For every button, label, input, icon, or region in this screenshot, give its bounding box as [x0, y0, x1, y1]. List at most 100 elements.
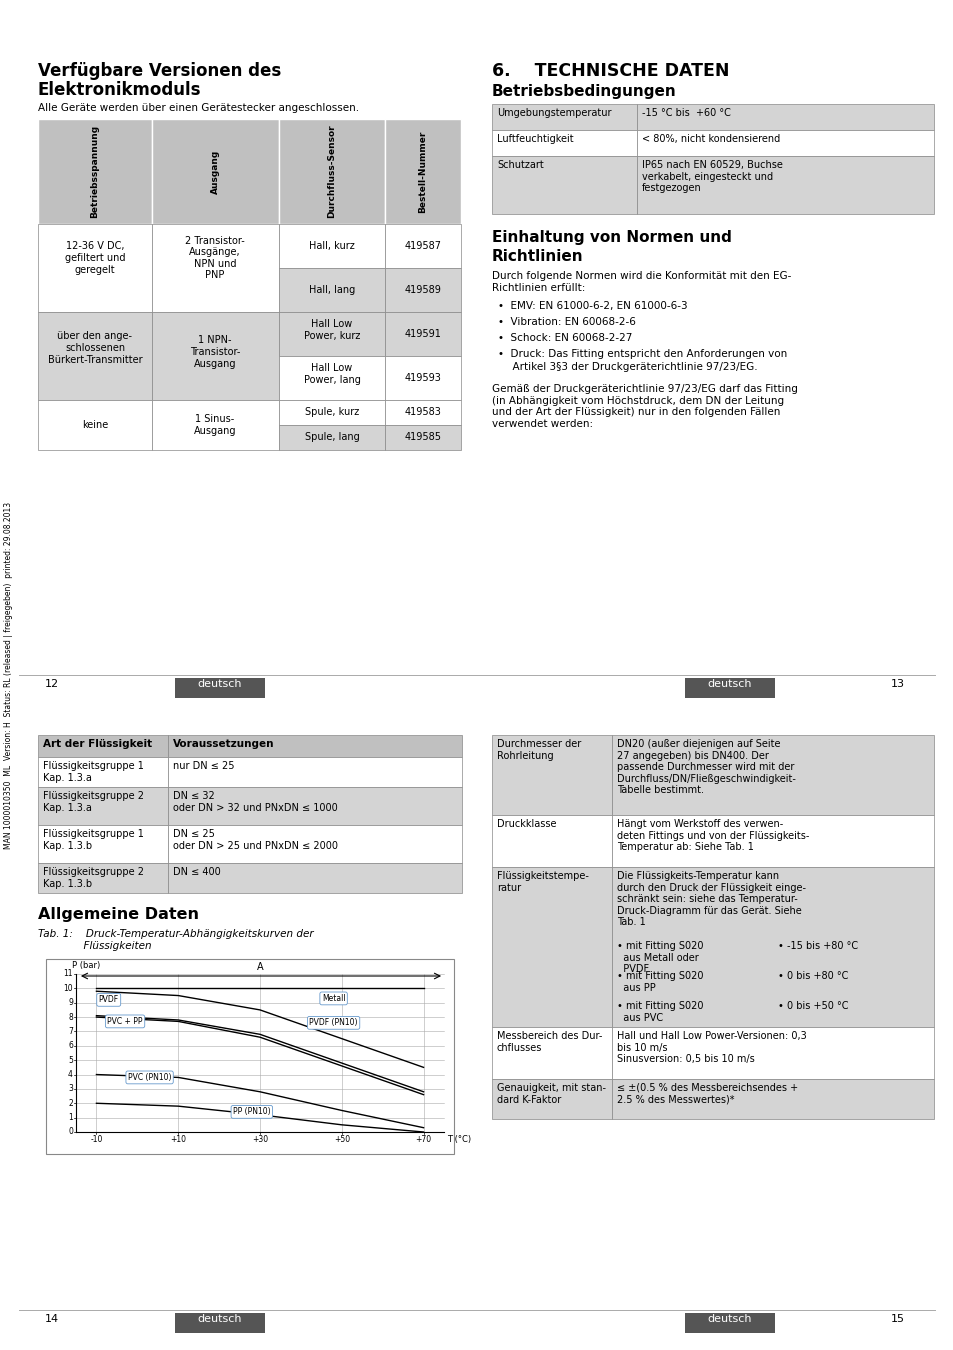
Text: 419593: 419593	[404, 373, 441, 383]
Text: Art der Flüssigkeit: Art der Flüssigkeit	[43, 738, 152, 749]
Bar	[168, 757, 461, 787]
Bar	[492, 157, 637, 215]
Bar	[152, 312, 278, 400]
Bar	[38, 734, 168, 757]
Text: keine: keine	[82, 420, 108, 431]
Bar	[38, 400, 152, 450]
Text: 2 Transistor-
Ausgänge,
NPN und
PNP: 2 Transistor- Ausgänge, NPN und PNP	[185, 236, 245, 281]
Text: Richtlinien: Richtlinien	[492, 248, 583, 265]
Bar	[612, 734, 933, 815]
Bar	[385, 224, 460, 269]
Text: Ausgang: Ausgang	[211, 150, 220, 193]
Bar	[168, 787, 461, 825]
Bar	[385, 425, 460, 450]
Text: A: A	[256, 963, 263, 972]
Text: 6: 6	[68, 1041, 73, 1050]
Bar	[637, 130, 933, 157]
Text: Verfügbare Versionen des: Verfügbare Versionen des	[38, 62, 281, 80]
Text: • mit Fitting S020
  aus Metall oder
  PVDF: • mit Fitting S020 aus Metall oder PVDF	[617, 941, 702, 975]
Text: 8: 8	[69, 1012, 73, 1022]
Text: 9: 9	[68, 998, 73, 1007]
Text: Hall, lang: Hall, lang	[309, 285, 355, 296]
Text: Genauigkeit, mit stan-
dard K-Faktor: Genauigkeit, mit stan- dard K-Faktor	[497, 1083, 605, 1104]
Text: -15 °C bis  +60 °C: -15 °C bis +60 °C	[641, 108, 730, 117]
Text: +50: +50	[334, 1135, 350, 1143]
Text: 12: 12	[45, 679, 59, 688]
Bar	[278, 400, 385, 425]
Text: • -15 bis +80 °C: • -15 bis +80 °C	[778, 941, 858, 950]
Text: DN20 (außer diejenigen auf Seite
27 angegeben) bis DN400. Der
passende Durchmess: DN20 (außer diejenigen auf Seite 27 ange…	[617, 738, 795, 795]
Text: Spule, lang: Spule, lang	[304, 432, 359, 441]
Text: IP65 nach EN 60529, Buchse
verkabelt, eingesteckt und
festgezogen: IP65 nach EN 60529, Buchse verkabelt, ei…	[641, 161, 782, 193]
Text: Flüssigkeitsgruppe 2
Kap. 1.3.a: Flüssigkeitsgruppe 2 Kap. 1.3.a	[43, 791, 144, 813]
Bar	[46, 958, 454, 1154]
Text: • mit Fitting S020
  aus PVC: • mit Fitting S020 aus PVC	[617, 1000, 702, 1022]
Text: PP (PN10): PP (PN10)	[233, 1107, 271, 1116]
Text: < 80%, nicht kondensierend: < 80%, nicht kondensierend	[641, 134, 780, 144]
Bar	[38, 787, 168, 825]
Text: Tab. 1:    Druck-Temperatur-Abhängigkeitskurven der
              Flüssigkeiten: Tab. 1: Druck-Temperatur-Abhängigkeitsku…	[38, 929, 314, 950]
Text: Spule, kurz: Spule, kurz	[305, 406, 358, 417]
Bar	[492, 867, 612, 1027]
Text: Allgemeine Daten: Allgemeine Daten	[38, 907, 199, 922]
Text: deutsch: deutsch	[707, 1314, 752, 1324]
Text: PVC + PP: PVC + PP	[107, 1017, 143, 1026]
Text: Flüssigkeitsgruppe 1
Kap. 1.3.a: Flüssigkeitsgruppe 1 Kap. 1.3.a	[43, 761, 144, 783]
Bar	[385, 312, 460, 356]
Text: Umgebungstemperatur: Umgebungstemperatur	[497, 108, 611, 117]
Bar	[278, 425, 385, 450]
Bar	[637, 157, 933, 215]
Text: P (bar): P (bar)	[71, 961, 100, 971]
Bar	[492, 815, 612, 867]
Text: •  Vibration: EN 60068-2-6: • Vibration: EN 60068-2-6	[497, 317, 636, 327]
Text: 11: 11	[64, 969, 73, 979]
Bar	[38, 757, 168, 787]
Text: Die Flüssigkeits-Temperatur kann
durch den Druck der Flüssigkeit einge-
schränkt: Die Flüssigkeits-Temperatur kann durch d…	[617, 871, 805, 927]
Text: deutsch: deutsch	[197, 1314, 242, 1324]
Text: Gemäß der Druckgeräterichtlinie 97/23/EG darf das Fitting
(in Abhängigkeit vom H: Gemäß der Druckgeräterichtlinie 97/23/EG…	[492, 383, 797, 429]
Text: deutsch: deutsch	[707, 679, 752, 688]
Bar	[612, 1079, 933, 1119]
Text: Betriebsbedingungen: Betriebsbedingungen	[492, 84, 676, 99]
Text: MAN 1000010350  ML  Version: H  Status: RL (released | freigegeben)  printed: 29: MAN 1000010350 ML Version: H Status: RL …	[5, 501, 13, 849]
Text: 0: 0	[68, 1127, 73, 1137]
Bar	[492, 130, 637, 157]
Text: Hängt vom Werkstoff des verwen-
deten Fittings und von der Flüssigkeits-
Tempera: Hängt vom Werkstoff des verwen- deten Fi…	[617, 819, 808, 852]
Text: 10: 10	[63, 984, 73, 992]
Text: +70: +70	[416, 1135, 431, 1143]
Text: über den ange-
schlossenen
Bürkert-Transmitter: über den ange- schlossenen Bürkert-Trans…	[48, 331, 142, 364]
Bar	[684, 1314, 774, 1332]
Bar	[278, 119, 385, 224]
Bar	[385, 400, 460, 425]
Text: Druckklasse: Druckklasse	[497, 819, 556, 829]
Text: Elektronikmoduls: Elektronikmoduls	[38, 81, 201, 99]
Bar	[612, 867, 933, 1027]
Text: Messbereich des Dur-
chflusses: Messbereich des Dur- chflusses	[497, 1031, 601, 1053]
Text: DN ≤ 32
oder DN > 32 und PNxDN ≤ 1000: DN ≤ 32 oder DN > 32 und PNxDN ≤ 1000	[172, 791, 337, 813]
Text: ≤ ±(0.5 % des Messbereichsendes +
2.5 % des Messwertes)*: ≤ ±(0.5 % des Messbereichsendes + 2.5 % …	[617, 1083, 798, 1104]
Bar	[152, 400, 278, 450]
Text: Flüssigkeitstempe-
ratur: Flüssigkeitstempe- ratur	[497, 871, 588, 892]
Text: 6.    TECHNISCHE DATEN: 6. TECHNISCHE DATEN	[492, 62, 729, 80]
Text: Bestell-Nummer: Bestell-Nummer	[418, 131, 427, 213]
Text: 3: 3	[68, 1084, 73, 1094]
Text: • 0 bis +50 °C: • 0 bis +50 °C	[778, 1000, 847, 1011]
Text: Artikel 3§3 der Druckgeräterichtlinie 97/23/EG.: Artikel 3§3 der Druckgeräterichtlinie 97…	[505, 362, 757, 373]
Text: Flüssigkeitsgruppe 1
Kap. 1.3.b: Flüssigkeitsgruppe 1 Kap. 1.3.b	[43, 829, 144, 850]
Bar	[152, 224, 278, 312]
Text: 15: 15	[890, 1314, 904, 1324]
Text: 419589: 419589	[404, 285, 441, 296]
Text: Hall Low
Power, kurz: Hall Low Power, kurz	[303, 319, 360, 340]
Bar	[38, 119, 152, 224]
Bar	[278, 269, 385, 312]
Bar	[492, 1079, 612, 1119]
Text: +30: +30	[252, 1135, 268, 1143]
Bar	[385, 119, 460, 224]
Text: Schutzart: Schutzart	[497, 161, 543, 170]
Text: •  Schock: EN 60068-2-27: • Schock: EN 60068-2-27	[497, 333, 632, 343]
Text: Einhaltung von Normen und: Einhaltung von Normen und	[492, 230, 731, 244]
Bar	[492, 734, 612, 815]
Text: Hall Low
Power, lang: Hall Low Power, lang	[303, 363, 360, 385]
Text: Alle Geräte werden über einen Gerätestecker angeschlossen.: Alle Geräte werden über einen Gerätestec…	[38, 103, 358, 113]
Text: Durch folgende Normen wird die Konformität mit den EG-
Richtlinien erfüllt:: Durch folgende Normen wird die Konformit…	[492, 271, 791, 293]
